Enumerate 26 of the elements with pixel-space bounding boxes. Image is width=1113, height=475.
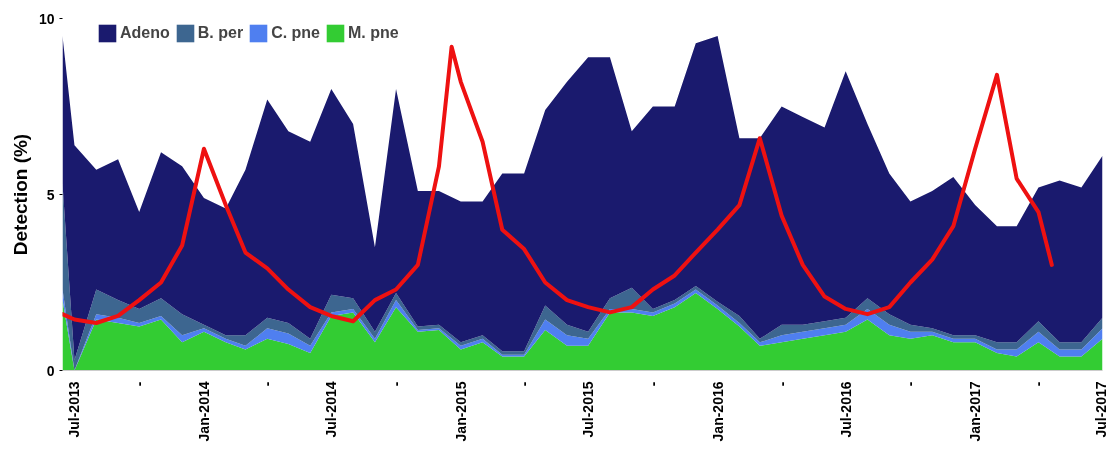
line-series (62, 44, 1054, 325)
legend-label: Adeno (120, 24, 170, 42)
x-tick-label: - (902, 381, 919, 387)
legend-label: B. per (197, 24, 244, 42)
x-tick-label: Jan-2014 (195, 381, 212, 442)
y-axis-title: Detection (%) (9, 133, 31, 256)
y-tick-label: 5 (46, 186, 55, 203)
x-tick-label: Jul-2013 (66, 381, 83, 438)
x-tick-label: - (131, 381, 148, 387)
x-tick-label: - (388, 381, 405, 387)
x-tick-label: Jan-2016 (709, 381, 726, 442)
x-tick-label: - (516, 381, 533, 387)
x-tick-label: - (259, 381, 276, 387)
legend-label: M. pne (348, 24, 399, 42)
x-tick-label: Jul-2016 (837, 381, 854, 438)
y-tick-label: 10 (38, 10, 55, 27)
x-tick-label: - (644, 381, 661, 387)
legend-label: C. pne (271, 24, 321, 42)
x-tick-label: Jul-2017 (1092, 381, 1109, 438)
y-tick-label: 0 (46, 362, 55, 379)
x-tick-label: - (773, 381, 790, 387)
x-tick-label: - (1030, 381, 1047, 387)
x-tick-label: Jul-2015 (580, 381, 597, 438)
x-tick-label: Jul-2014 (323, 381, 340, 438)
x-tick-label: Jan-2017 (967, 381, 984, 442)
x-tick-label: Jan-2015 (452, 381, 469, 442)
